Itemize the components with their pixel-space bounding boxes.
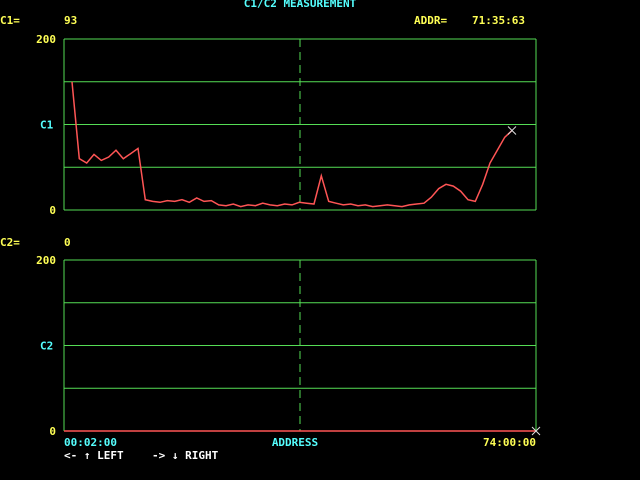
x-label: ADDRESS (272, 436, 318, 449)
x-end: 74:00:00 (483, 436, 536, 449)
title: C1/C2 MEASUREMENT (244, 0, 357, 10)
x-start: 00:02:00 (64, 436, 117, 449)
right-key[interactable]: -> ↓ RIGHT (152, 449, 219, 462)
y-tick-label: 0 (49, 425, 56, 438)
addr-label: ADDR= (414, 14, 447, 27)
addr-value: 71:35:63 (472, 14, 525, 27)
c2-label: C2= (0, 236, 20, 249)
y-tick-label: 200 (36, 33, 56, 46)
y-tick-label: 0 (49, 204, 56, 217)
y-tick-label: C1 (40, 119, 54, 132)
left-key[interactable]: <- ↑ LEFT (64, 449, 124, 462)
c1-value: 93 (64, 14, 77, 27)
c1-label: C1= (0, 14, 20, 27)
data-line (71, 81, 513, 208)
y-tick-label: C2 (40, 340, 53, 353)
cursor-mark (507, 126, 517, 135)
cursor-mark (531, 426, 541, 436)
c2-value: 0 (64, 236, 71, 249)
y-tick-label: 200 (36, 254, 56, 267)
